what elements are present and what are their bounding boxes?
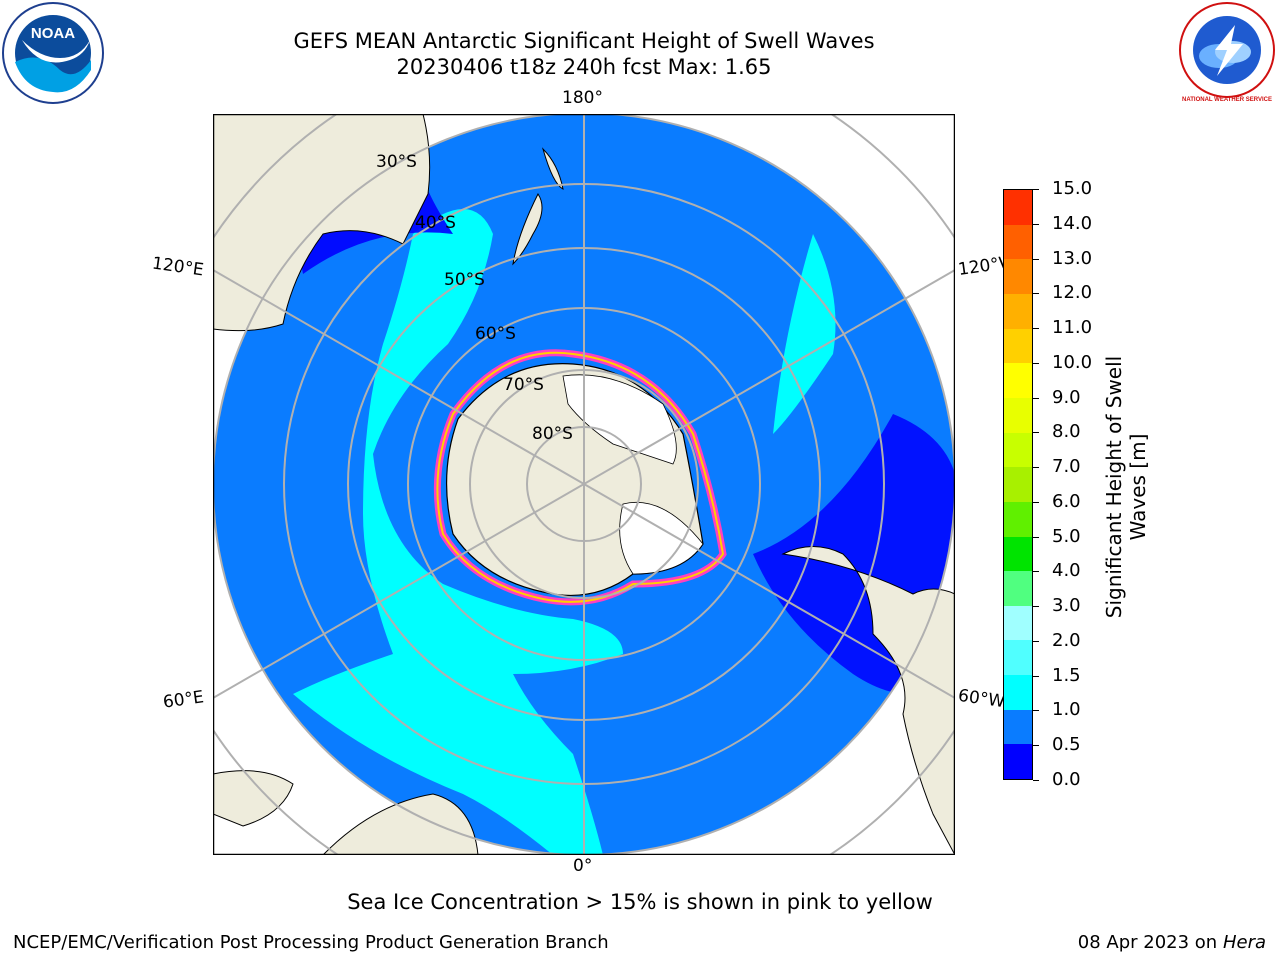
graticule	[213, 114, 955, 855]
colorbar-tick-label: 14.0	[1052, 212, 1093, 234]
colorbar-swatch	[1004, 571, 1032, 606]
ice-shelf-ross	[562, 374, 677, 465]
lon-label-0: 0°	[573, 856, 593, 876]
lon-label-60w: 60°W	[956, 685, 1007, 713]
colorbar-tick-mark	[1033, 293, 1039, 295]
colorbar-tick-label: 6.0	[1052, 490, 1081, 512]
colorbar-tick-label: 4.0	[1052, 560, 1081, 582]
colorbar-tick-mark	[1033, 328, 1039, 330]
colorbar-swatch	[1004, 397, 1032, 433]
colorbar-tick-label: 3.0	[1052, 595, 1081, 617]
swell-band-east	[773, 234, 836, 434]
colorbar-swatch	[1004, 467, 1032, 502]
colorbar-tick-label: 13.0	[1052, 247, 1093, 269]
colorbar-tick-label: 7.0	[1052, 456, 1081, 478]
colorbar-tick-label: 11.0	[1052, 317, 1093, 339]
lon-label-120e: 120°E	[150, 253, 205, 281]
colorbar-swatch	[1004, 224, 1032, 260]
colorbar-swatch	[1004, 190, 1032, 225]
colorbar-swatch	[1004, 294, 1032, 329]
chart-title: GEFS MEAN Antarctic Significant Height o…	[293, 29, 875, 53]
nws-logo-text: NATIONAL WEATHER SERVICE	[1182, 97, 1272, 103]
colorbar-tick-mark	[1033, 223, 1039, 225]
colorbar-tick-label: 15.0	[1052, 178, 1093, 199]
colorbar-tick-mark	[1033, 710, 1039, 712]
colorbar-tick-mark	[1033, 189, 1039, 190]
colorbar-tick-mark	[1033, 606, 1039, 608]
lon-label-180: 180°	[562, 88, 603, 108]
colorbar-tick-mark	[1033, 745, 1039, 747]
colorbar-swatch	[1004, 640, 1032, 676]
lat-label-80s: 80°S	[532, 424, 573, 444]
colorbar-tick-mark	[1033, 432, 1039, 434]
noaa-logo-text: NOAA	[31, 25, 75, 42]
colorbar-tick-label: 8.0	[1052, 421, 1081, 443]
colorbar-tick-label: 0.0	[1052, 769, 1081, 790]
colorbar-label-line2: Waves [m]	[1126, 433, 1150, 541]
colorbar-tick-label: 0.5	[1052, 734, 1081, 756]
colorbar	[1003, 189, 1033, 780]
colorbar-tick-label: 1.0	[1052, 699, 1081, 721]
chart-subtitle: 20230406 t18z 240h fcst Max: 1.65	[396, 55, 772, 79]
colorbar-tick-mark	[1033, 640, 1039, 642]
colorbar-tick-label: 12.0	[1052, 282, 1093, 304]
noaa-logo: NOAA	[0, 0, 110, 110]
colorbar-swatch	[1004, 501, 1032, 537]
colorbar-tick-mark	[1033, 362, 1039, 364]
colorbar-tick-label: 2.0	[1052, 629, 1081, 651]
colorbar-swatch	[1004, 363, 1032, 398]
colorbar-tick-label: 5.0	[1052, 525, 1081, 547]
colorbar-swatch	[1004, 259, 1032, 295]
colorbar-tick-label: 1.5	[1052, 664, 1081, 686]
colorbar-tick-mark	[1033, 467, 1039, 469]
footer-right: 08 Apr 2023 on Hera	[1078, 932, 1266, 953]
colorbar-swatch	[1004, 328, 1032, 364]
ice-shelf-weddell	[619, 502, 704, 575]
colorbar-tick-mark	[1033, 780, 1039, 781]
colorbar-swatch	[1004, 675, 1032, 710]
lat-label-50s: 50°S	[444, 270, 485, 290]
colorbar-swatch	[1004, 605, 1032, 641]
sea-ice-caption: Sea Ice Concentration > 15% is shown in …	[347, 890, 933, 914]
lat-label-70s: 70°S	[503, 375, 544, 395]
colorbar-tick-label: 10.0	[1052, 351, 1093, 373]
polar-map	[213, 114, 955, 855]
footer-date: 08 Apr 2023 on	[1077, 932, 1223, 953]
colorbar-swatch	[1004, 536, 1032, 572]
lon-label-60e: 60°E	[161, 687, 206, 713]
swell-band-west	[293, 209, 623, 855]
colorbar-swatch	[1004, 744, 1032, 779]
colorbar-tick-label: 9.0	[1052, 386, 1081, 408]
footer-left: NCEP/EMC/Verification Post Processing Pr…	[13, 932, 609, 953]
colorbar-tick-mark	[1033, 501, 1039, 503]
land-africa	[322, 793, 479, 855]
colorbar-tick-mark	[1033, 675, 1039, 677]
colorbar-tick-mark	[1033, 397, 1039, 399]
colorbar-tick-mark	[1033, 536, 1039, 538]
lat-label-40s: 40°S	[415, 213, 456, 233]
colorbar-tick-mark	[1033, 258, 1039, 260]
colorbar-tick-mark	[1033, 571, 1039, 573]
colorbar-swatch	[1004, 432, 1032, 468]
nws-logo: NATIONAL WEATHER SERVICE	[1175, 0, 1280, 105]
lat-label-60s: 60°S	[475, 324, 516, 344]
colorbar-ticks: 0.0 0.5 1.0 1.5 2.0 3.0 4.0 5.0 6.0 7.0 8.0 9.0 10.0…	[1033, 180, 1113, 790]
lat-label-30s: 30°S	[376, 152, 417, 172]
land-new-zealand	[512, 147, 564, 266]
land-south-america	[781, 546, 955, 855]
colorbar-swatch	[1004, 709, 1032, 745]
colorbar-label-line1: Significant Height of Swell	[1102, 355, 1126, 619]
footer-host: Hera	[1222, 932, 1266, 953]
